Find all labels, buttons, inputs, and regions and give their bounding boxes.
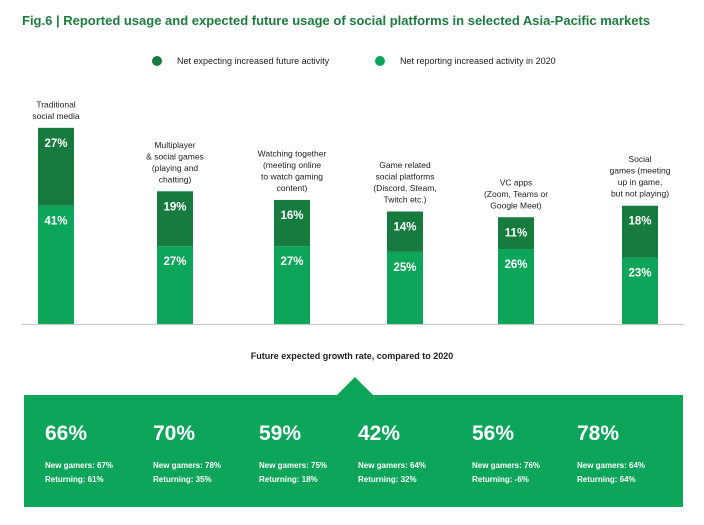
value-label-2020-1: 27% <box>163 256 186 268</box>
bar-2020-0 <box>38 205 74 324</box>
value-label-future-1: 19% <box>163 201 186 213</box>
new-gamers-rate: New gamers: 64% <box>358 461 427 470</box>
value-label-future-4: 11% <box>505 227 527 239</box>
value-label-2020-2: 27% <box>280 256 303 268</box>
growth-title: Future expected growth rate, compared to… <box>250 351 454 361</box>
legend-item-future: Net expecting increased future activity <box>152 55 329 67</box>
legend-swatch-future <box>152 56 162 66</box>
returning-rate: Returning: 61% <box>45 475 104 484</box>
value-label-2020-3: 25% <box>393 262 416 274</box>
value-label-future-5: 18% <box>628 216 651 228</box>
category-label-1: Multiplayer & social games (playing and cha… <box>146 140 204 185</box>
value-label-future-0: 27% <box>44 138 67 150</box>
returning-rate: Returning: -6% <box>472 475 529 484</box>
growth-percent: 42% <box>358 422 401 445</box>
value-label-future-2: 16% <box>280 210 303 222</box>
category-label-5: Social games (meeting up in game, but not p… <box>610 154 671 199</box>
growth-percent: 70% <box>153 422 196 445</box>
bar-future-1 <box>157 191 193 247</box>
new-gamers-rate: New gamers: 64% <box>577 461 646 470</box>
category-label-3: Game related social platforms (Discord, St… <box>373 160 436 205</box>
bar-2020-5 <box>622 257 658 324</box>
chart-title: Fig.6 | Reported usage and expected futu… <box>22 13 651 28</box>
returning-rate: Returning: 64% <box>577 475 636 484</box>
growth-percent: 56% <box>472 422 515 445</box>
new-gamers-rate: New gamers: 67% <box>45 461 114 470</box>
new-gamers-rate: New gamers: 78% <box>153 461 222 470</box>
value-label-future-3: 14% <box>393 221 416 233</box>
legend-label-future: Net expecting increased future activity <box>177 56 330 66</box>
value-label-2020-5: 23% <box>628 268 651 280</box>
category-label-4: VC apps (Zoom, Teams or Google Meet) <box>484 177 548 210</box>
panel-pointer <box>336 377 374 396</box>
growth-panel: 66% New gamers: 67% Returning: 61% 70% New g… <box>24 395 683 507</box>
new-gamers-rate: New gamers: 75% <box>259 461 328 470</box>
category-label-2: Watching together (meeting online to watch… <box>258 148 327 193</box>
value-label-2020-0: 41% <box>44 216 67 228</box>
growth-percent: 78% <box>577 422 620 445</box>
returning-rate: Returning: 35% <box>153 475 212 484</box>
growth-percent: 66% <box>45 422 88 445</box>
new-gamers-rate: New gamers: 76% <box>472 461 541 470</box>
stacked-bar-chart: 41% 27% Traditional social media 27% 19% Multi… <box>22 99 684 325</box>
legend-label-2020: Net reporting increased activity in 2020 <box>400 56 556 66</box>
legend-item-2020: Net reporting increased activity in 2020 <box>375 55 556 67</box>
bar-2020-4 <box>498 248 534 324</box>
bar-2020-2 <box>274 246 310 324</box>
bar-future-2 <box>274 199 310 247</box>
returning-rate: Returning: 18% <box>259 475 318 484</box>
growth-percent: 59% <box>259 422 302 445</box>
bar-future-4 <box>498 217 534 249</box>
value-label-2020-4: 26% <box>504 259 527 271</box>
category-label-0: Traditional social media <box>32 99 80 121</box>
bar-future-5 <box>622 205 658 258</box>
returning-rate: Returning: 32% <box>358 475 417 484</box>
legend-swatch-2020 <box>375 56 385 66</box>
bar-future-0 <box>38 127 74 206</box>
bar-2020-3 <box>387 251 423 324</box>
bar-future-3 <box>387 211 423 252</box>
bar-2020-1 <box>157 246 193 324</box>
